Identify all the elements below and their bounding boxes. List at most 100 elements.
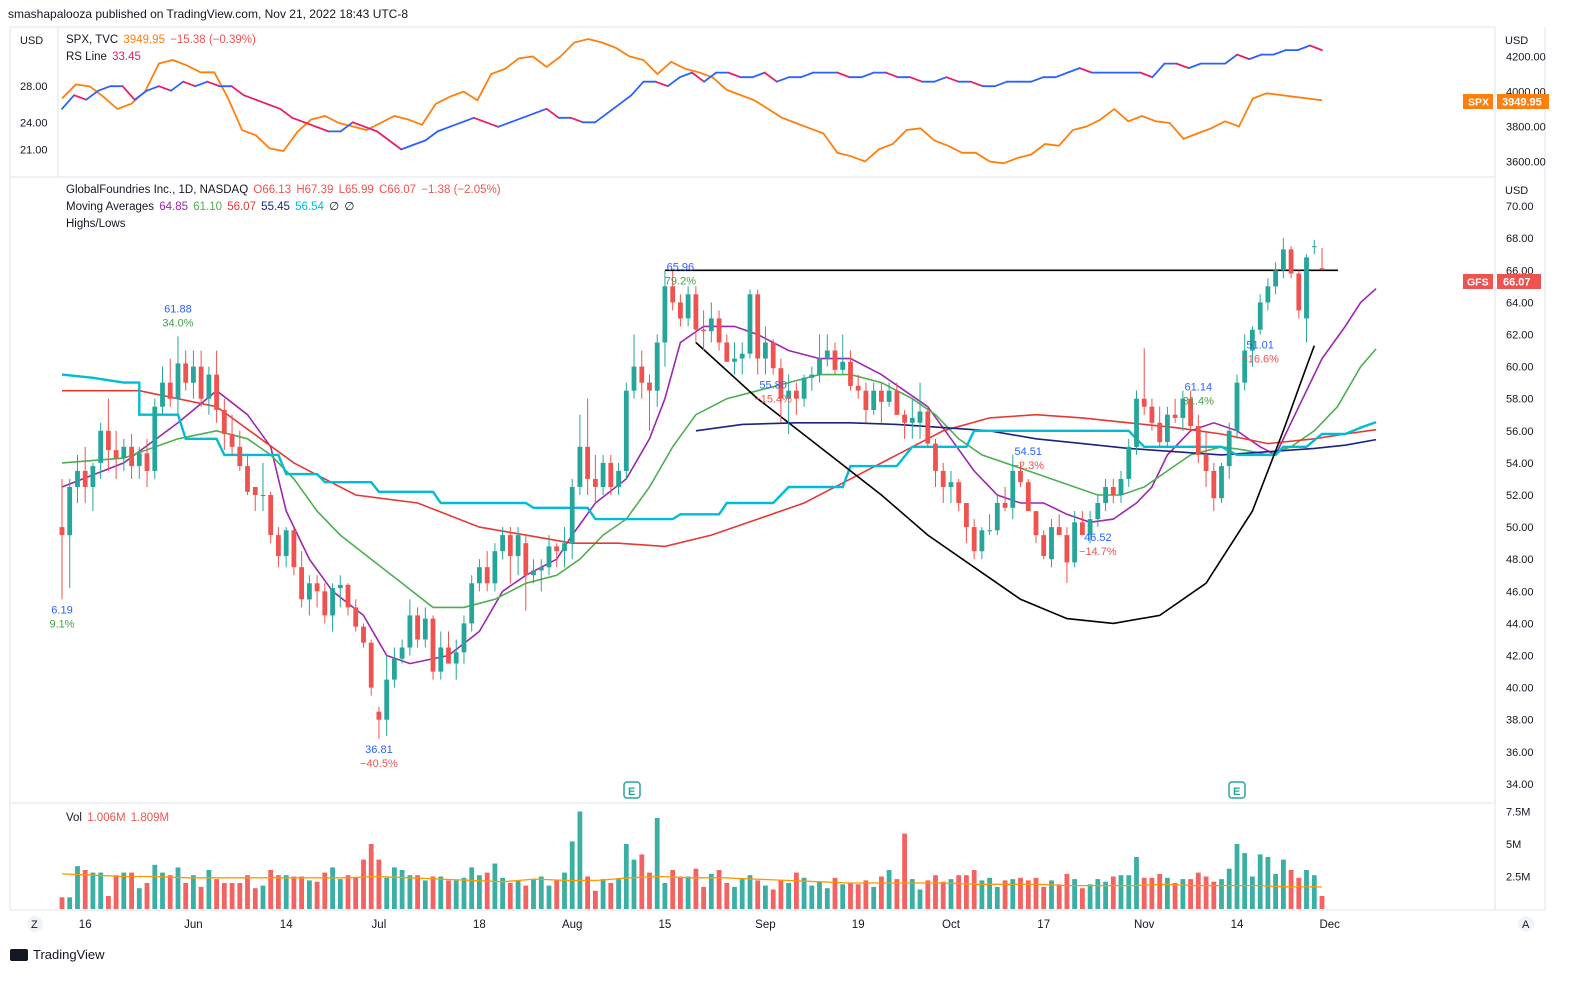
candle: [453, 639, 459, 680]
candle: [1296, 270, 1302, 319]
volume-bar: [871, 886, 877, 909]
time-axis-label: Sep: [755, 919, 775, 931]
candle: [639, 350, 645, 399]
main-legend: GlobalFoundries Inc., 1D, NASDAQ O66.13 …: [66, 182, 503, 233]
volume-bar: [855, 884, 861, 909]
rs-line-segment: [85, 89, 100, 101]
candle: [701, 310, 706, 351]
spx-rs-pane: [61, 38, 1323, 165]
rs-line-segment: [388, 139, 403, 151]
candle: [1319, 247, 1325, 271]
candle-body: [1095, 503, 1101, 520]
rs-line-segment: [654, 80, 669, 88]
candle-body: [1126, 446, 1132, 479]
price-axis-tick: 46.00: [1506, 586, 1534, 598]
volume-bar: [1242, 853, 1248, 909]
candle-body: [1157, 422, 1163, 443]
candle: [121, 438, 127, 471]
candle: [1180, 390, 1186, 431]
candle: [531, 559, 536, 584]
volume-bar: [693, 868, 699, 909]
ma-legend-value-1: 64.85: [159, 201, 188, 213]
rs-line-segment: [1296, 44, 1311, 51]
volume-bar: [330, 867, 335, 909]
candle-body: [1319, 268, 1325, 270]
volume-bar: [747, 875, 753, 909]
candle: [724, 334, 730, 362]
earnings-marker-nov[interactable]: E: [1228, 781, 1246, 799]
ma-legend-value-6: ∅: [329, 201, 340, 213]
top-left-unit: USD: [20, 35, 43, 47]
volume-bar: [1234, 844, 1240, 909]
high-low-price-label: 65.96: [667, 261, 695, 273]
candle: [855, 374, 861, 399]
candle-body: [1165, 414, 1170, 442]
rs-line-segment: [933, 76, 948, 83]
volume-bar: [206, 870, 212, 909]
volume-bar: [1126, 875, 1132, 909]
time-axis-label: 19: [852, 919, 865, 931]
candle: [879, 382, 884, 423]
volume-bar: [1203, 876, 1209, 909]
volume-bar: [554, 880, 560, 909]
volume-bar: [1087, 884, 1093, 909]
candle: [832, 342, 838, 375]
rs-line-segment: [1248, 53, 1263, 60]
volume-bar: [67, 897, 73, 909]
candle-body: [546, 546, 552, 568]
volume-bar: [422, 880, 428, 909]
candle: [1056, 514, 1062, 536]
candle-body: [175, 363, 181, 399]
rs-line-segment: [206, 80, 221, 88]
candle: [229, 414, 235, 455]
candle: [477, 559, 482, 592]
volume-bar: [1188, 879, 1193, 909]
volume-bar: [237, 883, 243, 909]
rs-line-segment: [1272, 49, 1287, 56]
candle-body: [987, 530, 992, 532]
candle-body: [554, 546, 560, 552]
auto-scale-button[interactable]: A: [1518, 916, 1534, 932]
volume-bar: [708, 873, 714, 909]
candle: [152, 398, 158, 479]
candle: [994, 495, 1000, 536]
volume-bar: [1211, 881, 1217, 909]
candle: [368, 639, 374, 696]
volume-bar: [75, 866, 80, 909]
rs-line-segment: [61, 94, 75, 110]
volume-bar: [1025, 880, 1031, 909]
candle-body: [801, 377, 807, 399]
gfs-symbol-badge-text: GFS: [1467, 277, 1489, 289]
candle-body: [608, 462, 614, 487]
volume-bar: [647, 872, 652, 909]
tradingview-footer[interactable]: TradingView: [10, 947, 105, 962]
rs-line-segment: [170, 80, 185, 92]
candle: [577, 414, 583, 495]
candle: [554, 543, 560, 568]
time-axis-label: 17: [1037, 919, 1050, 931]
candle-body: [129, 446, 134, 467]
candle-body: [500, 535, 505, 552]
candle-body: [616, 470, 621, 487]
candle: [987, 514, 992, 536]
volume-bar: [577, 811, 583, 909]
candle-body: [879, 390, 884, 402]
candle: [1211, 462, 1217, 511]
timezone-button[interactable]: Z: [27, 916, 43, 932]
rs-line-segment: [1151, 62, 1166, 79]
high-low-percent-label: 31.4%: [1183, 396, 1214, 408]
spx-legend-change: −15.38 (−0.39%): [170, 34, 256, 46]
candle: [376, 706, 382, 739]
earnings-marker-aug[interactable]: E: [623, 781, 641, 799]
rs-line-segment: [884, 71, 899, 79]
volume-bar: [593, 890, 598, 909]
candle-body: [461, 623, 467, 653]
high-low-price-label: 36.81: [365, 744, 393, 756]
spx-legend-name: SPX, TVC: [66, 34, 119, 46]
candle-body: [863, 390, 869, 410]
candle-body: [1056, 527, 1062, 536]
volume-bar: [909, 879, 915, 909]
candle-body: [368, 642, 374, 688]
rs-legend-value: 33.45: [112, 51, 141, 63]
